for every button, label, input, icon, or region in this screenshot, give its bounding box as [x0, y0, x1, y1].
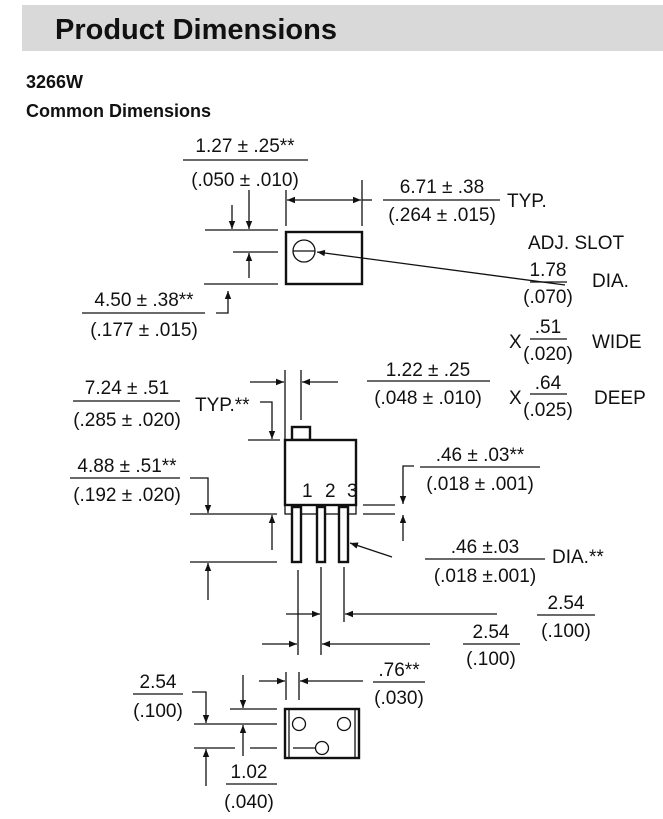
svg-text:(.177 ± .015): (.177 ± .015) [90, 320, 198, 341]
header-bar [22, 5, 663, 51]
model-number: 3266W [26, 72, 83, 92]
svg-text:1.27 ± .25**: 1.27 ± .25** [195, 136, 295, 157]
page-title: Product Dimensions [55, 14, 337, 46]
svg-text:(.100): (.100) [133, 701, 183, 722]
svg-text:(.040): (.040) [224, 792, 274, 813]
dim-d: 1.22 ± .25 (.048 ± .010) [367, 360, 490, 409]
bottom-view-body [283, 707, 361, 760]
svg-text:(.285 ± .020): (.285 ± .020) [73, 410, 181, 431]
top-view-body [284, 230, 364, 286]
svg-text:TYP.: TYP. [507, 191, 547, 212]
svg-text:(.020): (.020) [523, 344, 573, 365]
dim-g: .46 ± .03** (.018 ± .001) [420, 445, 540, 495]
pin-label: 2 [325, 481, 336, 502]
side-view: 1 2 3 [190, 370, 497, 655]
svg-text:1.02: 1.02 [231, 762, 268, 783]
side-view-body [283, 438, 358, 507]
pin-label: 1 [302, 481, 313, 502]
svg-text:X: X [509, 332, 522, 353]
pin-2 [315, 505, 327, 564]
svg-text:1.78: 1.78 [530, 260, 567, 281]
dim-j: 2.54 (.100) [463, 622, 520, 670]
svg-text:DEEP: DEEP [594, 388, 646, 409]
svg-text:DIA.**: DIA.** [552, 547, 604, 568]
pin-1 [290, 505, 303, 564]
svg-text:(.050 ± .010): (.050 ± .010) [191, 170, 299, 191]
svg-text:4.88 ± .51**: 4.88 ± .51** [77, 456, 177, 477]
svg-text:(.264 ± .015): (.264 ± .015) [388, 205, 496, 226]
svg-text:DIA.: DIA. [592, 271, 629, 292]
dim-a: 1.27 ± .25** (.050 ± .010) [183, 136, 308, 191]
adj-slot-spec: ADJ. SLOT 1.78 (.070) DIA. X .51 (.020) … [509, 233, 646, 421]
svg-text:2.54: 2.54 [140, 672, 177, 693]
svg-text:.51: .51 [535, 317, 561, 338]
svg-text:(.030): (.030) [374, 688, 424, 709]
svg-text:4.50 ± .38**: 4.50 ± .38** [94, 290, 194, 311]
svg-text:(.192 ± .020): (.192 ± .020) [73, 485, 181, 506]
svg-text:.64: .64 [535, 373, 562, 394]
pin-3 [337, 505, 350, 564]
svg-text:(.100): (.100) [541, 621, 591, 642]
dim-k: .76** (.030) [373, 660, 425, 709]
dim-m: 1.02 (.040) [224, 762, 277, 813]
svg-text:(.025): (.025) [523, 400, 573, 421]
dim-i: 2.54 (.100) [537, 593, 595, 642]
dim-h: .46 ±.03 (.018 ±.001) DIA.** [425, 537, 604, 587]
svg-text:TYP.**: TYP.** [195, 395, 250, 416]
dim-f: 4.88 ± .51** (.192 ± .020) [70, 456, 181, 506]
pin-label: 3 [347, 481, 358, 502]
dim-e: 7.24 ± .51 (.285 ± .020) TYP.** [73, 378, 250, 431]
svg-text:1.22 ± .25: 1.22 ± .25 [386, 360, 470, 381]
svg-text:.46 ±.03: .46 ±.03 [451, 537, 520, 558]
svg-text:7.24 ± .51: 7.24 ± .51 [85, 378, 169, 399]
svg-text:ADJ. SLOT: ADJ. SLOT [528, 233, 624, 254]
svg-text:(.100): (.100) [466, 649, 516, 670]
dim-c: 4.50 ± .38** (.177 ± .015) [82, 290, 205, 341]
svg-text:X: X [509, 388, 522, 409]
svg-text:2.54: 2.54 [473, 622, 510, 643]
top-view [204, 180, 566, 314]
svg-text:(.018 ±.001): (.018 ±.001) [434, 566, 536, 587]
svg-text:WIDE: WIDE [592, 332, 642, 353]
svg-text:2.54: 2.54 [548, 593, 585, 614]
dim-l: 2.54 (.100) [133, 672, 183, 722]
svg-text:(.018 ± .001): (.018 ± .001) [426, 474, 534, 495]
dim-b: 6.71 ± .38 (.264 ± .015) TYP. [383, 177, 547, 226]
section-title: Common Dimensions [26, 101, 211, 121]
svg-text:6.71 ± .38: 6.71 ± .38 [400, 177, 484, 198]
svg-text:.76**: .76** [378, 660, 420, 681]
svg-text:(.048 ± .010): (.048 ± .010) [374, 388, 482, 409]
svg-text:(.070): (.070) [523, 287, 573, 308]
svg-text:.46 ± .03**: .46 ± .03** [436, 445, 525, 466]
bottom-view [192, 672, 363, 786]
